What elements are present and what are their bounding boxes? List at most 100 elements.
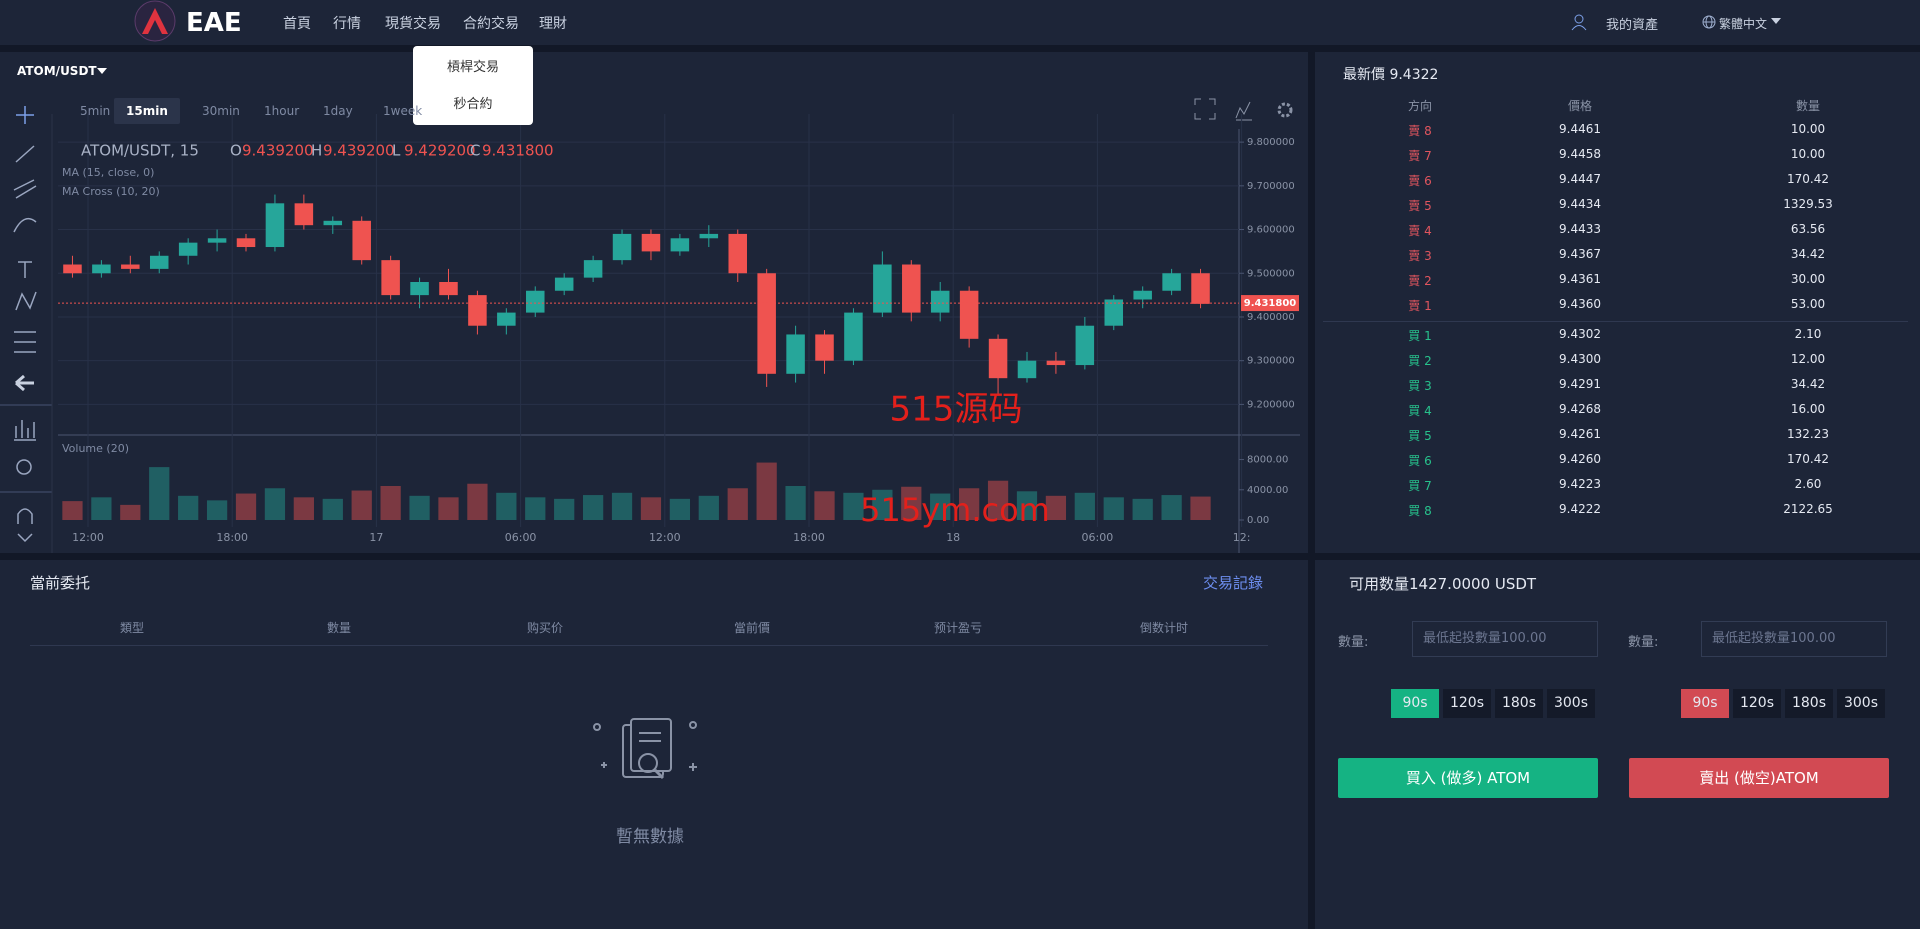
book-cell: 賣 4	[1408, 224, 1432, 238]
candle-body	[670, 238, 690, 252]
volume-bar	[756, 462, 777, 520]
book-cell: 賣 2	[1408, 274, 1432, 288]
duration-button[interactable]: 90s	[1681, 689, 1729, 718]
book-cell: 132.23	[1787, 427, 1829, 441]
volume-bar	[438, 497, 459, 520]
book-cell: 10.00	[1790, 122, 1826, 136]
duration-button[interactable]: 300s	[1547, 689, 1595, 718]
dropdown-item[interactable]: 秒合約	[453, 97, 493, 112]
measure-tool[interactable]	[14, 420, 36, 441]
fib-tool[interactable]	[14, 331, 36, 353]
expand-tool[interactable]	[17, 533, 33, 543]
volume-bar	[843, 492, 864, 520]
book-cell: 9.4447	[1559, 172, 1601, 186]
candle-body	[526, 290, 545, 313]
nav-item[interactable]: 首頁	[283, 16, 311, 32]
volume-bar	[698, 495, 719, 520]
book-cell: 2.10	[1794, 327, 1822, 341]
brush-tool[interactable]	[13, 217, 37, 233]
book-column: 價格	[1567, 99, 1593, 113]
column-header: 類型	[119, 621, 145, 635]
qty-input[interactable]: 最低起投數量100.00	[1701, 621, 1887, 657]
watermark: 515源码	[890, 390, 1023, 430]
legend-value: 9.439200	[323, 142, 395, 160]
candle-body	[92, 264, 111, 274]
drawing-toolbar	[0, 106, 52, 543]
candle-body	[583, 260, 603, 278]
candle-body	[988, 338, 1008, 379]
volume-bar	[872, 489, 893, 520]
book-cell: 賣 5	[1408, 199, 1432, 213]
book-cell: 53.00	[1790, 297, 1826, 311]
volume-bar	[178, 495, 199, 520]
pair-selector[interactable]: ATOM/USDT	[17, 64, 97, 78]
duration-button[interactable]: 300s	[1837, 689, 1885, 718]
book-cell: 買 2	[1408, 354, 1432, 368]
empty-text: 暫無數據	[616, 827, 684, 847]
candle-body	[612, 233, 632, 261]
submit-button[interactable]: 買入 (做多) ATOM	[1338, 758, 1598, 798]
book-cell: 買 7	[1408, 479, 1432, 493]
duration-button[interactable]: 180s	[1495, 689, 1543, 718]
submit-button[interactable]: 賣出 (做空)ATOM	[1629, 758, 1889, 798]
history-link[interactable]: 交易記錄	[1203, 574, 1264, 592]
candle-body	[757, 273, 776, 374]
nav-item[interactable]: 現貨交易	[385, 16, 441, 32]
logo-text[interactable]: EAE	[186, 8, 242, 38]
fullscreen-icon[interactable]	[1194, 98, 1216, 120]
language-select[interactable]: 繁體中文	[1719, 17, 1768, 31]
zoom-tool[interactable]	[16, 459, 32, 475]
duration-button[interactable]: 180s	[1785, 689, 1833, 718]
volume-bar	[322, 498, 343, 520]
book-cell: 9.4223	[1559, 477, 1601, 491]
x-tick-label: 18:00	[216, 531, 248, 544]
dropdown-item[interactable]: 槓桿交易	[446, 60, 499, 75]
legend-value: 9.429200	[404, 142, 476, 160]
candle-body	[265, 203, 285, 248]
volume-label: Volume (20)	[62, 442, 129, 455]
column-header: 预计盈亏	[933, 621, 983, 635]
interval-button[interactable]: 5min	[80, 104, 111, 118]
volume-bar	[293, 497, 314, 520]
nav-item[interactable]: 合約交易	[463, 16, 519, 32]
latest-price: 最新價 9.4322	[1343, 67, 1439, 83]
magnet-tool[interactable]	[17, 508, 33, 524]
interval-button[interactable]: 15min	[114, 98, 180, 124]
nav-item[interactable]: 理財	[539, 16, 567, 32]
volume-bar	[380, 486, 401, 520]
assets-link[interactable]: 我的資產	[1606, 18, 1659, 33]
back-tool[interactable]	[15, 374, 34, 392]
text-tool[interactable]	[18, 261, 32, 278]
caret	[97, 68, 107, 74]
candle-body	[497, 312, 516, 326]
duration-button[interactable]: 120s	[1733, 689, 1781, 718]
candle-body	[410, 282, 429, 296]
interval-button[interactable]: 30min	[202, 104, 240, 118]
duration-button[interactable]: 90s	[1391, 689, 1439, 718]
duration-button[interactable]: 120s	[1443, 689, 1491, 718]
channel-tool[interactable]	[13, 179, 37, 199]
qty-input[interactable]: 最低起投數量100.00	[1412, 621, 1598, 657]
book-cell: 賣 1	[1408, 299, 1432, 313]
interval-button[interactable]: 1week	[383, 104, 423, 118]
book-cell: 9.4300	[1559, 352, 1601, 366]
legend-value: 9.431800	[482, 142, 554, 160]
y-tick-label: 9.800000	[1247, 137, 1295, 148]
book-cell: 9.4367	[1559, 247, 1601, 261]
indicator-icon[interactable]	[1235, 101, 1252, 121]
nav-item[interactable]: 行情	[333, 16, 361, 32]
y-tick-label: 0.00	[1247, 515, 1269, 526]
book-cell: 9.4261	[1559, 427, 1601, 441]
volume-bar	[959, 488, 980, 520]
candle-body	[844, 312, 863, 361]
interval-button[interactable]: 1day	[323, 104, 353, 118]
interval-button[interactable]: 1hour	[264, 104, 300, 118]
book-cell: 34.42	[1790, 377, 1826, 391]
crosshair-tool[interactable]	[16, 106, 34, 124]
pattern-tool[interactable]	[15, 291, 37, 311]
candle-body	[815, 334, 834, 361]
settings-icon[interactable]	[1277, 102, 1293, 118]
line-tool[interactable]	[15, 145, 35, 163]
balance: 可用数量1427.0000 USDT	[1349, 575, 1537, 593]
